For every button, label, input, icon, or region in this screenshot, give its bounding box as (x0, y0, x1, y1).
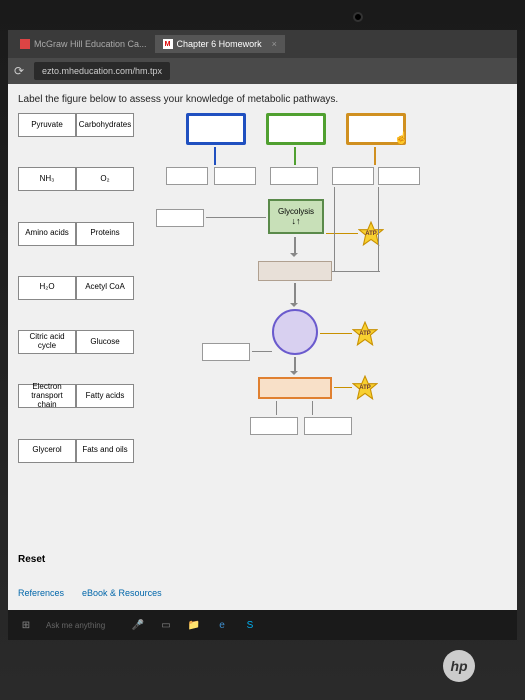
url-text[interactable]: ezto.mheducation.com/hm.tpx (34, 62, 170, 80)
label-tile[interactable]: Proteins (76, 222, 134, 246)
mic-icon[interactable]: 🎤 (126, 615, 150, 635)
references-link[interactable]: References (18, 588, 64, 598)
drop-target[interactable] (202, 343, 250, 361)
drop-target[interactable] (258, 261, 332, 281)
label-tile[interactable]: Fatty acids (76, 384, 134, 408)
laptop-frame: McGraw Hill Education Ca... M Chapter 6 … (0, 0, 525, 700)
cortana-search[interactable]: Ask me anything (42, 621, 122, 630)
drop-target[interactable] (250, 417, 298, 435)
label-tile[interactable]: Glucose (76, 330, 134, 354)
label-tile[interactable]: H₂O (18, 276, 76, 300)
file-explorer-icon[interactable]: 📁 (182, 615, 206, 635)
drop-target[interactable] (270, 167, 318, 185)
atp-badge: ATP (352, 321, 378, 347)
cycle-circle[interactable] (272, 309, 318, 355)
drop-target[interactable] (166, 167, 208, 185)
windows-taskbar: ⊞ Ask me anything 🎤 ▭ 📁 e S (8, 610, 517, 640)
drop-target[interactable] (304, 417, 352, 435)
label-tile[interactable]: Carbohydrates (76, 113, 134, 137)
footer-links: References eBook & Resources (18, 588, 162, 598)
ebook-link[interactable]: eBook & Resources (82, 588, 162, 598)
label-tile[interactable]: Glycerol (18, 439, 76, 463)
atp-badge: ATP (358, 221, 384, 247)
label-tile[interactable]: Pyruvate (18, 113, 76, 137)
screen: McGraw Hill Education Ca... M Chapter 6 … (8, 30, 517, 640)
url-bar: ⟳ ezto.mheducation.com/hm.tpx (8, 58, 517, 84)
tab-favicon: M (163, 39, 173, 49)
drop-target[interactable] (378, 167, 420, 185)
skype-icon[interactable]: S (238, 615, 262, 635)
tab-favicon (20, 39, 30, 49)
drop-target[interactable] (332, 167, 374, 185)
glycolysis-box: Glycolysis ↓↑ (268, 199, 324, 234)
cursor-icon: ☝ (394, 131, 409, 145)
browser-tab-bar: McGraw Hill Education Ca... M Chapter 6 … (8, 30, 517, 58)
atp-badge: ATP (352, 375, 378, 401)
browser-tab-active[interactable]: M Chapter 6 Homework × (155, 35, 285, 53)
reset-button[interactable]: Reset (18, 554, 45, 565)
label-tile[interactable]: Electron transport chain (18, 384, 76, 408)
label-tile[interactable]: O₂ (76, 167, 134, 191)
browser-tab-inactive[interactable]: McGraw Hill Education Ca... (12, 35, 155, 53)
drop-target[interactable] (258, 377, 332, 399)
label-tile[interactable]: Acetyl CoA (76, 276, 134, 300)
page-content: Label the figure below to assess your kn… (8, 84, 517, 610)
label-bank: Pyruvate Carbohydrates NH₃ O₂ Amino acid… (18, 113, 134, 493)
hp-logo: hp (443, 650, 475, 682)
header-box-1[interactable] (186, 113, 246, 145)
label-tile[interactable]: Amino acids (18, 222, 76, 246)
drop-target[interactable] (214, 167, 256, 185)
diagram-area: ☝ Glycolysis (146, 113, 507, 493)
webcam (353, 12, 363, 22)
drop-target[interactable] (156, 209, 204, 227)
edge-icon[interactable]: e (210, 615, 234, 635)
label-tile[interactable]: Fats and oils (76, 439, 134, 463)
reload-icon[interactable]: ⟳ (14, 64, 28, 78)
close-icon[interactable]: × (272, 39, 277, 49)
label-tile[interactable]: NH₃ (18, 167, 76, 191)
header-box-2[interactable] (266, 113, 326, 145)
instruction-text: Label the figure below to assess your kn… (18, 94, 507, 105)
label-tile[interactable]: Citric acid cycle (18, 330, 76, 354)
tab-label: McGraw Hill Education Ca... (34, 39, 147, 49)
start-button[interactable]: ⊞ (14, 615, 38, 635)
tab-label: Chapter 6 Homework (177, 39, 262, 49)
glycolysis-label: Glycolysis (278, 207, 314, 216)
task-view-icon[interactable]: ▭ (154, 615, 178, 635)
